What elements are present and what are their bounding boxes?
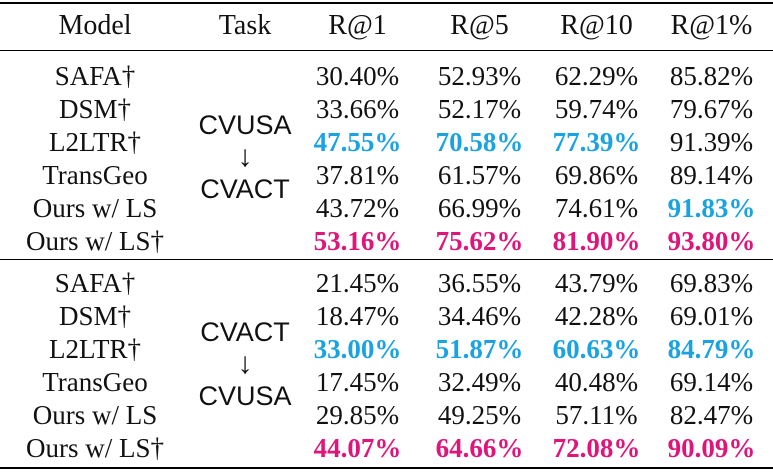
r10-value: 42.28% [554, 301, 639, 331]
r1-value: 33.66% [315, 94, 400, 124]
bottom-rule [0, 467, 773, 469]
r1-value: 44.07% [313, 433, 402, 463]
r10-value: 57.11% [555, 400, 638, 430]
r1p-value: 89.14% [669, 160, 754, 190]
r5-value: 64.66% [435, 433, 524, 463]
r1-value: 17.45% [315, 367, 400, 397]
r1-value: 21.45% [315, 268, 400, 298]
task-source: CVACT [200, 317, 290, 347]
r1p-value: 93.80% [667, 226, 756, 256]
r1-value: 18.47% [315, 301, 400, 331]
r5-value: 52.93% [437, 61, 522, 91]
model-name: Ours w/ LS† [25, 226, 164, 256]
r1p-value: 69.01% [669, 301, 754, 331]
r1-value: 53.16% [313, 226, 402, 256]
r10-value: 81.90% [552, 226, 641, 256]
r1-value: 37.81% [315, 160, 400, 190]
r10-value: 59.74% [554, 94, 639, 124]
model-name: SAFA† [54, 61, 136, 91]
header-r1p: R@1% [670, 10, 753, 41]
r10-value: 60.63% [552, 334, 641, 364]
r5-value: 70.58% [435, 127, 524, 157]
r5-value: 32.49% [437, 367, 522, 397]
header-r5: R@5 [450, 10, 509, 41]
r1p-value: 91.83% [667, 193, 756, 223]
r1p-value: 85.82% [669, 61, 754, 91]
r1p-value: 82.47% [669, 400, 754, 430]
r1p-value: 90.09% [667, 433, 756, 463]
r1-value: 43.72% [315, 193, 400, 223]
r1-value: 30.40% [315, 61, 400, 91]
r5-value: 61.57% [437, 160, 522, 190]
header-model: Model [58, 10, 132, 41]
header-r10: R@10 [560, 10, 633, 41]
r1-value: 47.55% [313, 127, 402, 157]
header-r1: R@1 [328, 10, 387, 41]
header-rule [0, 50, 773, 51]
r5-value: 52.17% [437, 94, 522, 124]
task-arrow: ↓ [237, 140, 253, 173]
r1-value: 33.00% [313, 334, 402, 364]
model-name: L2LTR† [48, 334, 141, 364]
model-name: SAFA† [54, 268, 136, 298]
r5-value: 36.55% [437, 268, 522, 298]
r10-value: 69.86% [554, 160, 639, 190]
r1p-value: 69.14% [669, 367, 754, 397]
model-name: DSM† [58, 94, 132, 124]
r5-value: 34.46% [437, 301, 522, 331]
model-name: Ours w/ LS [32, 400, 158, 430]
header-task: Task [218, 10, 272, 41]
r10-value: 62.29% [554, 61, 639, 91]
r5-value: 51.87% [435, 334, 524, 364]
task-target: CVUSA [198, 381, 292, 411]
group-divider-rule [0, 259, 773, 260]
r1-value: 29.85% [315, 400, 400, 430]
top-rule [0, 2, 773, 4]
r1p-value: 69.83% [669, 268, 754, 298]
r1p-value: 91.39% [669, 127, 754, 157]
r10-value: 72.08% [552, 433, 641, 463]
task-arrow: ↓ [237, 347, 253, 380]
r1p-value: 79.67% [669, 94, 754, 124]
model-name: DSM† [58, 301, 132, 331]
model-name: TransGeo [42, 367, 148, 397]
r1p-value: 84.79% [667, 334, 756, 364]
r5-value: 75.62% [435, 226, 524, 256]
r10-value: 43.79% [554, 268, 639, 298]
task-source: CVUSA [198, 110, 292, 140]
r10-value: 74.61% [554, 193, 639, 223]
model-name: L2LTR† [48, 127, 141, 157]
r5-value: 66.99% [437, 193, 522, 223]
model-name: Ours w/ LS† [25, 433, 164, 463]
r5-value: 49.25% [437, 400, 522, 430]
model-name: TransGeo [42, 160, 148, 190]
task-target: CVACT [200, 174, 290, 204]
r10-value: 40.48% [554, 367, 639, 397]
model-name: Ours w/ LS [32, 193, 158, 223]
r10-value: 77.39% [552, 127, 641, 157]
